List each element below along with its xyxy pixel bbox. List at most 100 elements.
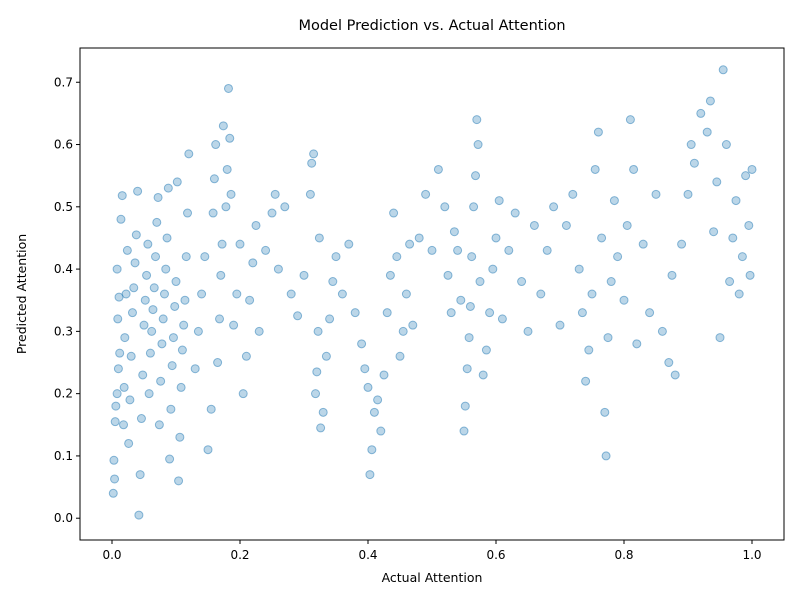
scatter-point: [622, 220, 632, 230]
scatter-point: [395, 351, 405, 361]
scatter-point: [167, 361, 177, 371]
scatter-point: [170, 301, 180, 311]
scatter-point: [398, 326, 408, 336]
scatter-point: [181, 252, 191, 262]
scatter-point: [235, 239, 245, 249]
scatter-point: [536, 289, 546, 299]
scatter-point: [488, 264, 498, 274]
scatter-point: [238, 389, 248, 399]
scatter-point: [165, 454, 175, 464]
scatter-point: [248, 258, 258, 268]
scatter-point: [421, 189, 431, 199]
scatter-point: [523, 326, 533, 336]
scatter-point: [139, 320, 149, 330]
scatter-point: [154, 420, 164, 430]
scatter-point: [373, 395, 383, 405]
scatter-point: [270, 189, 280, 199]
scatter-point: [126, 351, 136, 361]
scatter-point: [401, 289, 411, 299]
scatter-point: [385, 270, 395, 280]
scatter-point: [161, 264, 171, 274]
scatter-point: [136, 414, 146, 424]
scatter-point: [148, 305, 158, 315]
scatter-point: [744, 220, 754, 230]
scatter-point: [465, 301, 475, 311]
scatter-point: [702, 127, 712, 137]
scatter-point: [112, 264, 122, 274]
scatter-point: [357, 339, 367, 349]
scatter-point: [542, 245, 552, 255]
scatter-point: [555, 320, 565, 330]
scatter-point: [108, 488, 118, 498]
scatter-point: [223, 83, 233, 93]
scatter-point: [696, 108, 706, 118]
scatter-point: [111, 401, 121, 411]
scatter-point: [109, 455, 119, 465]
scatter-point: [651, 189, 661, 199]
y-tick-label: 0.4: [54, 262, 73, 276]
scatter-point: [469, 202, 479, 212]
scatter-point: [110, 474, 120, 484]
scatter-point: [280, 202, 290, 212]
scatter-point: [485, 308, 495, 318]
scatter-point: [254, 326, 264, 336]
scatter-point: [125, 395, 135, 405]
scatter-point: [367, 445, 377, 455]
scatter-point: [657, 326, 667, 336]
scatter-point: [267, 208, 277, 218]
scatter-point: [549, 202, 559, 212]
scatter-point: [162, 233, 172, 243]
scatter-point: [449, 227, 459, 237]
scatter-point: [494, 196, 504, 206]
scatter-point: [629, 164, 639, 174]
scatter-point: [166, 404, 176, 414]
scatter-point: [175, 432, 185, 442]
scatter-point: [183, 208, 193, 218]
scatter-point: [683, 189, 693, 199]
y-tick-label: 0.6: [54, 138, 73, 152]
scatter-point: [245, 295, 255, 305]
scatter-point: [593, 127, 603, 137]
scatter-point: [134, 510, 144, 520]
scatter-point: [226, 189, 236, 199]
scatter-point: [209, 174, 219, 184]
scatter-point: [471, 171, 481, 181]
x-tick-label: 0.2: [230, 548, 249, 562]
scatter-point: [472, 115, 482, 125]
scatter-point: [460, 401, 470, 411]
scatter-point: [603, 333, 613, 343]
scatter-point: [120, 333, 130, 343]
scatter-point: [365, 470, 375, 480]
scatter-point: [179, 320, 189, 330]
scatter-point: [135, 470, 145, 480]
scatter-point: [130, 258, 140, 268]
x-tick-label: 0.8: [614, 548, 633, 562]
scatter-point: [427, 245, 437, 255]
scatter-point: [144, 389, 154, 399]
scatter-point: [211, 140, 221, 150]
scatter-point: [313, 326, 323, 336]
scatter-point: [216, 270, 226, 280]
scatter-point: [577, 308, 587, 318]
scatter-point: [221, 202, 231, 212]
scatter-point: [113, 364, 123, 374]
scatter-point: [491, 233, 501, 243]
y-tick-label: 0.0: [54, 511, 73, 525]
scatter-point: [133, 186, 143, 196]
scatter-point: [180, 295, 190, 305]
scatter-point: [456, 295, 466, 305]
scatter-point: [311, 389, 321, 399]
scatter-point: [203, 445, 213, 455]
x-tick-label: 0.6: [486, 548, 505, 562]
y-axis-title: Predicted Attention: [14, 234, 29, 354]
scatter-point: [184, 149, 194, 159]
scatter-point: [405, 239, 415, 249]
scatter-point: [112, 389, 122, 399]
scatter-point: [305, 189, 315, 199]
scatter-point: [473, 140, 483, 150]
scatter-point: [293, 311, 303, 321]
scatter-point: [117, 191, 127, 201]
y-tick-label: 0.2: [54, 387, 73, 401]
